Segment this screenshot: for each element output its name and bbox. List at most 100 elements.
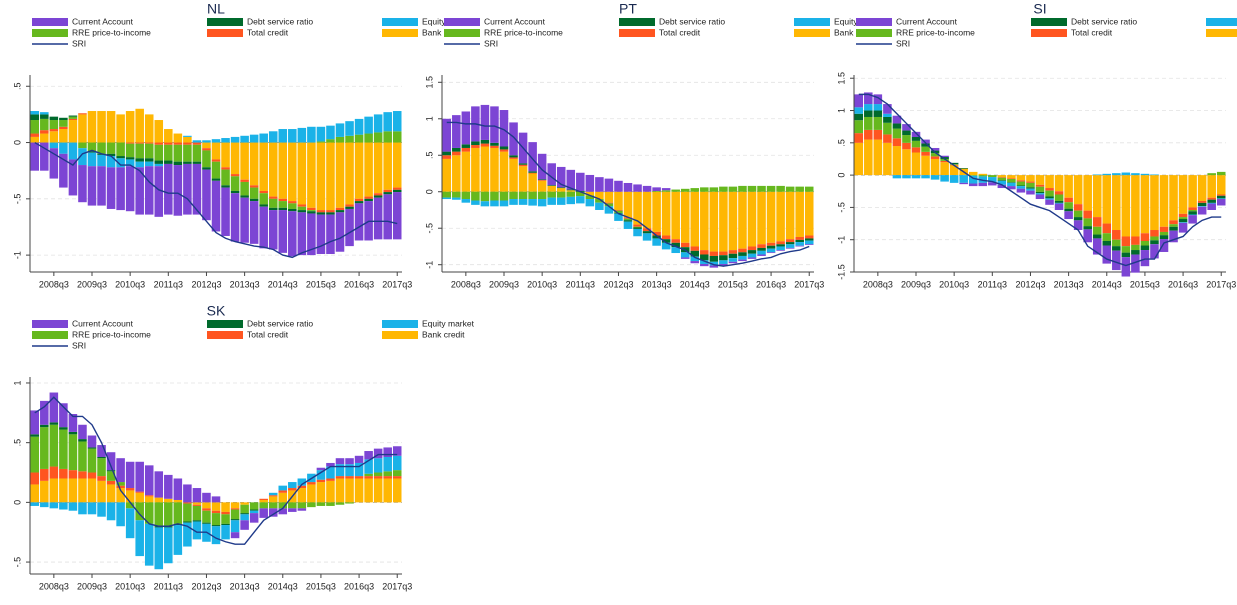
bar-segment [116,502,125,527]
bar-segment [154,497,164,503]
x-tick-label: 2010q3 [115,581,145,591]
y-tick-label: 0 [424,189,434,194]
bar-segment [211,526,221,545]
bar-segment [297,206,307,211]
x-tick-label: 2008q3 [39,279,69,289]
bar-segment [202,502,211,509]
bar-segment [988,177,997,183]
bar-segment [202,167,211,170]
bar-segment [968,175,978,184]
bar-segment [30,111,40,115]
bar-segment [125,143,135,158]
bar-segment [230,176,240,191]
bar-segment [135,492,144,503]
bar-segment [49,116,59,121]
bar-segment [490,106,499,143]
bar-segment [1064,202,1073,209]
bar-segment [116,167,125,211]
bar-segment [316,470,326,480]
bar-segment [68,434,78,471]
bar-segment [480,191,490,202]
bar-segment [652,191,661,192]
bar-segment [240,197,249,243]
bar-segment [326,210,335,213]
bar-segment [911,131,921,138]
bar-segment [364,459,373,474]
bar-segment [297,508,307,511]
x-tick-label: 2014q3 [680,279,710,289]
bar-segment [864,139,873,176]
bar-segment [288,203,297,209]
bar-segment [30,484,40,503]
bar-segment [364,478,373,503]
bar-segment [921,139,930,144]
bar-segment [883,104,892,114]
bar-segment [1178,219,1188,223]
bar-segment [316,142,326,211]
bar-segment [345,204,354,207]
legend-swatch [1031,29,1067,37]
x-tick-label: 2014q3 [268,279,298,289]
bar-segment [1045,198,1054,200]
bar-segment [1188,215,1197,224]
bar-segment [1045,196,1054,199]
legend-label: SRI [72,38,86,48]
bar-segment [259,142,268,191]
bar-segment [854,142,864,176]
legend-swatch [207,320,243,328]
bar-segment [930,158,940,176]
bar-segment [747,257,757,259]
bar-segment [1169,226,1178,231]
legend-label: Total credit [1071,27,1113,37]
bar-segment [268,508,278,517]
bar-segment [537,180,547,192]
legend-label: RRE price-to-income [896,27,975,37]
bar-segment [661,188,671,191]
bar-segment [106,111,116,143]
bar-segment [700,260,709,264]
bar-segment [154,142,164,145]
bar-segment [278,142,288,199]
bar-segment [221,167,230,170]
bar-segment [192,163,202,215]
bar-segment [288,211,297,257]
bar-segment [40,400,49,425]
bar-segment [268,492,278,496]
x-tick-label: 2016q3 [344,279,374,289]
x-tick-label: 2009q3 [489,279,519,289]
bar-segment [78,113,87,115]
bar-segment [997,177,1007,181]
bar-segment [1150,230,1159,237]
bar-segment [183,522,192,547]
bar-segment [354,476,364,479]
legend-swatch [794,29,830,37]
bar-segment [747,191,757,247]
legend-label: Bank credit [422,329,465,339]
bar-segment [116,482,125,486]
bar-segment [537,179,547,181]
legend-label: Current Account [72,16,134,26]
bar-segment [766,185,776,192]
bar-segment [221,523,230,526]
bar-segment [307,213,316,256]
bar-segment [1016,180,1026,182]
bar-segment [144,143,154,159]
bar-segment [940,155,949,158]
bar-segment [795,236,804,240]
bar-segment [1035,184,1045,187]
bar-segment [135,491,144,493]
bar-segment [97,154,106,167]
bar-segment [125,166,135,212]
x-tick-label: 2009q3 [901,279,931,289]
bar-segment [364,451,373,460]
bar-segment [1083,226,1092,230]
x-tick-label: 2011q3 [566,279,595,289]
bar-segment [528,173,537,192]
bar-segment [154,163,164,167]
bar-segment [873,129,883,140]
bar-segment [364,476,373,479]
bar-segment [1054,191,1064,195]
bar-segment [785,186,795,192]
bar-segment [278,508,288,515]
bar-segment [202,510,211,523]
